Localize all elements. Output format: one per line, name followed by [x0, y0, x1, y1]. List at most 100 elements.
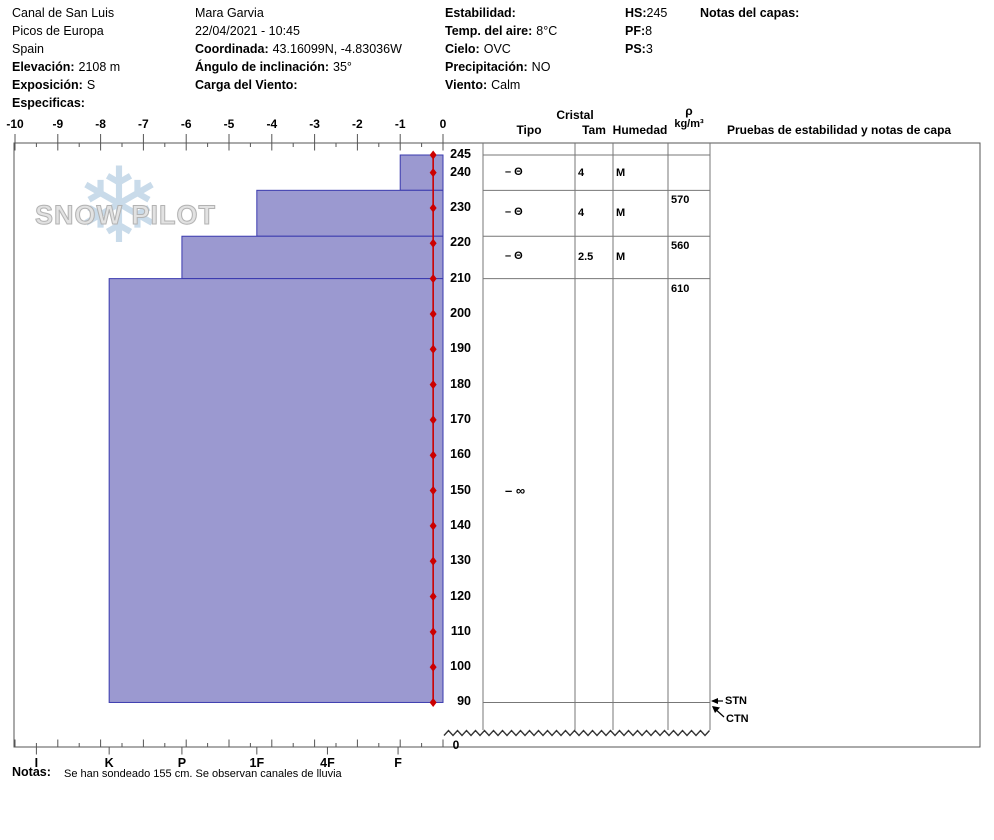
stability: Estabilidad:	[445, 4, 516, 22]
depth-label: 130	[450, 553, 471, 568]
temperature-marker	[429, 521, 437, 531]
hardness-axis-tick-label: -3	[309, 117, 320, 131]
observation-datetime: 22/04/2021 - 10:45	[195, 24, 300, 38]
ps-label: PS:	[625, 42, 646, 56]
col-header-cristal: Cristal	[556, 108, 594, 122]
temperature-marker	[429, 592, 437, 601]
specifics-label: Especificas:	[12, 96, 85, 110]
hardness-axis-tick-label: 0	[439, 117, 447, 131]
depth-label: 110	[450, 623, 471, 638]
hardness-axis-tick-label: -10	[6, 117, 24, 131]
hardness-bar	[181, 235, 444, 280]
depth-label: 240	[450, 164, 471, 179]
depth-label: 100	[450, 659, 471, 674]
grain-type-symbol: – Θ	[505, 206, 523, 219]
slope-angle: Ángulo de inclinación: 35°	[195, 58, 352, 76]
hs-value: 245	[646, 6, 668, 20]
snowpilot-watermark: ❄ SNOW PILOT	[35, 154, 216, 278]
hardness-axis-tick-label: -1	[394, 117, 406, 131]
stability-test-stn: STN	[725, 695, 747, 707]
temperature-marker	[429, 380, 437, 390]
precip: Precipitación: NO	[445, 58, 550, 76]
temperature-marker	[429, 697, 437, 707]
grain-size-value: 2.5	[578, 251, 594, 264]
depth-label: 180	[450, 376, 471, 391]
sky-label: Cielo:	[445, 42, 480, 56]
sky: Cielo: OVC	[445, 40, 511, 58]
hardness-axis-tick-label: -2	[352, 117, 363, 131]
hardness-axis-tick-label: -6	[180, 117, 192, 131]
sky-value: OVC	[483, 42, 511, 56]
layer-notes-label: Notas del capas:	[700, 6, 800, 20]
temperature-marker	[429, 238, 437, 248]
col-header-tipo: Tipo	[516, 123, 542, 137]
air-temp-value: 8°C	[536, 24, 558, 38]
slope-angle-label: Ángulo de inclinación:	[195, 60, 330, 74]
depth-label: 220	[450, 235, 471, 250]
hardness-category-label: I	[34, 756, 39, 770]
density-value: 610	[671, 282, 690, 295]
depth-label: 210	[450, 270, 471, 285]
site-range: Picos de Europa	[12, 24, 104, 38]
wind-label: Viento:	[445, 78, 488, 92]
coordinates: Coordinada: 43.16099N, -4.83036W	[195, 40, 402, 58]
layer-notes: Notas del capas:	[700, 4, 799, 22]
coordinates-value: 43.16099N, -4.83036W	[272, 42, 402, 56]
watermark-text: SNOW PILOT	[35, 200, 216, 231]
hardness-axis-tick-label: -5	[223, 117, 235, 131]
moisture-value: M	[616, 207, 626, 220]
air-temp: Temp. del aire: 8°C	[445, 22, 557, 40]
precip-label: Precipitación:	[445, 60, 528, 74]
depth-label: 140	[450, 517, 471, 532]
ground-depth-label: 0	[452, 738, 460, 752]
hardness-bar	[256, 189, 444, 237]
col-header-density-symbol: ρ	[685, 104, 693, 118]
site-specifics: Especificas:	[12, 94, 85, 112]
depth-label: 120	[450, 588, 471, 603]
temperature-marker	[429, 168, 437, 178]
moisture-value: M	[616, 166, 626, 179]
aspect-label: Exposición:	[12, 78, 83, 92]
density-value: 560	[671, 240, 690, 253]
grain-size-value: 4	[578, 207, 585, 220]
wind-value: Calm	[491, 78, 521, 92]
hardness-category-label: 4F	[320, 756, 335, 770]
observer-name: Mara Garvia	[195, 6, 264, 20]
col-header-density-units: kg/m³	[674, 118, 704, 130]
pf-value: 8	[645, 24, 653, 38]
depth-label: 230	[450, 199, 471, 214]
temperature-marker	[429, 344, 437, 354]
slope-angle-value: 35°	[333, 60, 352, 74]
hardness-category-label: K	[104, 756, 114, 770]
snow-height: HS:245	[625, 4, 667, 22]
site-name: Canal de San Luis	[12, 6, 115, 20]
temperature-marker	[429, 415, 437, 425]
hardness-bar	[108, 278, 444, 703]
site-country: Spain	[12, 42, 44, 56]
stability-test-ctn: CTN	[726, 713, 749, 725]
temperature-marker	[429, 274, 437, 284]
grain-type-symbol: – Θ	[505, 165, 523, 178]
moisture-value: M	[616, 251, 626, 264]
notes-label: Notas:	[12, 765, 51, 779]
elevation-value: 2108 m	[78, 60, 121, 74]
hardness-axis-tick-label: -9	[52, 117, 64, 131]
notes-text: Se han sondeado 155 cm. Se observan cana…	[64, 768, 342, 780]
depth-label: 190	[450, 341, 471, 356]
grain-type-symbol: – Θ	[505, 250, 523, 263]
stability-label: Estabilidad:	[445, 6, 516, 20]
temperature-marker	[429, 627, 437, 637]
temperature-marker	[429, 556, 437, 566]
wind-load: Carga del Viento:	[195, 76, 298, 94]
site-aspect: Exposición: S	[12, 76, 95, 94]
aspect-value: S	[86, 78, 96, 92]
depth-label: 245	[450, 147, 471, 161]
temperature-marker	[429, 309, 437, 319]
temperature-marker	[429, 486, 437, 496]
wind: Viento: Calm	[445, 76, 520, 94]
stn-arrow-head	[711, 698, 718, 704]
hardness-axis-tick-label: -4	[266, 117, 278, 131]
ps-value: 3	[645, 42, 653, 56]
hardness-category-label: F	[394, 756, 402, 770]
grain-type-symbol: – ∞	[505, 482, 526, 498]
